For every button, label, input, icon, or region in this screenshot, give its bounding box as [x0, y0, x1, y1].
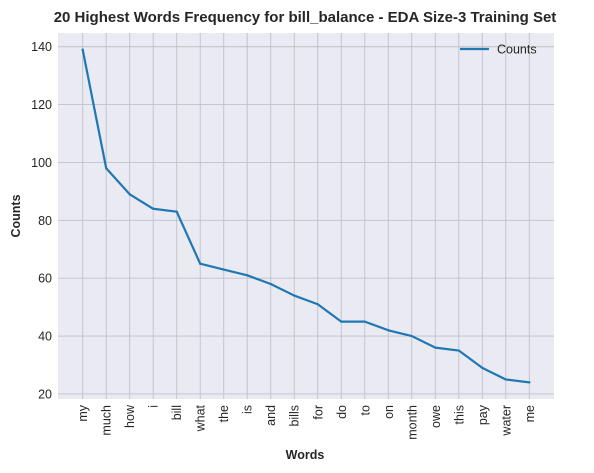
x-axis: my much how i bill what the is and bills for do to on…: [76, 404, 537, 440]
data-point-me: [528, 381, 530, 383]
data-point-bill: [176, 211, 178, 213]
x-tick-label: water: [499, 405, 513, 437]
y-tick-label: 140: [31, 40, 52, 54]
x-tick-label: this: [452, 405, 466, 424]
x-tick-label: my: [76, 404, 90, 421]
legend-label: Counts: [497, 43, 537, 57]
x-tick-label: the: [217, 405, 231, 422]
y-tick-label: 100: [31, 156, 52, 170]
data-point-my: [82, 49, 84, 51]
y-tick-label: 80: [38, 214, 52, 228]
data-point-is: [246, 274, 248, 276]
data-point-this: [458, 349, 460, 351]
data-point-the: [223, 268, 225, 270]
x-tick-label: pay: [476, 404, 490, 425]
x-tick-label: how: [123, 404, 137, 428]
data-point-bills: [293, 294, 295, 296]
data-point-for: [317, 303, 319, 305]
y-axis-label: Counts: [9, 194, 23, 237]
x-tick-label: me: [523, 405, 537, 422]
y-axis: 20 40 60 80 100 120 140: [31, 40, 52, 401]
plot-area: [58, 33, 554, 399]
x-tick-label: for: [311, 405, 325, 420]
x-tick-label: to: [358, 405, 372, 415]
x-tick-label: owe: [429, 405, 443, 428]
data-point-much: [105, 167, 107, 169]
data-point-water: [505, 378, 507, 380]
data-point-owe: [434, 347, 436, 349]
x-tick-label: on: [382, 405, 396, 419]
data-point-i: [152, 208, 154, 210]
data-point-how: [129, 193, 131, 195]
data-point-pay: [481, 367, 483, 369]
y-tick-label: 20: [38, 387, 52, 401]
data-point-and: [270, 283, 272, 285]
x-tick-label: i: [147, 405, 161, 408]
x-tick-label: do: [335, 405, 349, 419]
data-point-do: [340, 321, 342, 323]
x-tick-label: bill: [170, 405, 184, 420]
x-tick-label: and: [264, 405, 278, 426]
y-tick-label: 60: [38, 272, 52, 286]
x-tick-label: bills: [288, 405, 302, 427]
data-point-month: [411, 335, 413, 337]
data-point-to: [364, 321, 366, 323]
data-point-on: [387, 329, 389, 331]
x-axis-label: Words: [286, 448, 325, 462]
y-tick-label: 120: [31, 98, 52, 112]
x-tick-label: is: [241, 405, 255, 414]
y-tick-label: 40: [38, 330, 52, 344]
chart-title: 20 Highest Words Frequency for bill_bala…: [54, 9, 557, 26]
data-point-what: [199, 263, 201, 265]
x-tick-label: what: [194, 404, 208, 432]
x-tick-label: month: [405, 405, 419, 440]
x-tick-label: much: [100, 405, 114, 436]
